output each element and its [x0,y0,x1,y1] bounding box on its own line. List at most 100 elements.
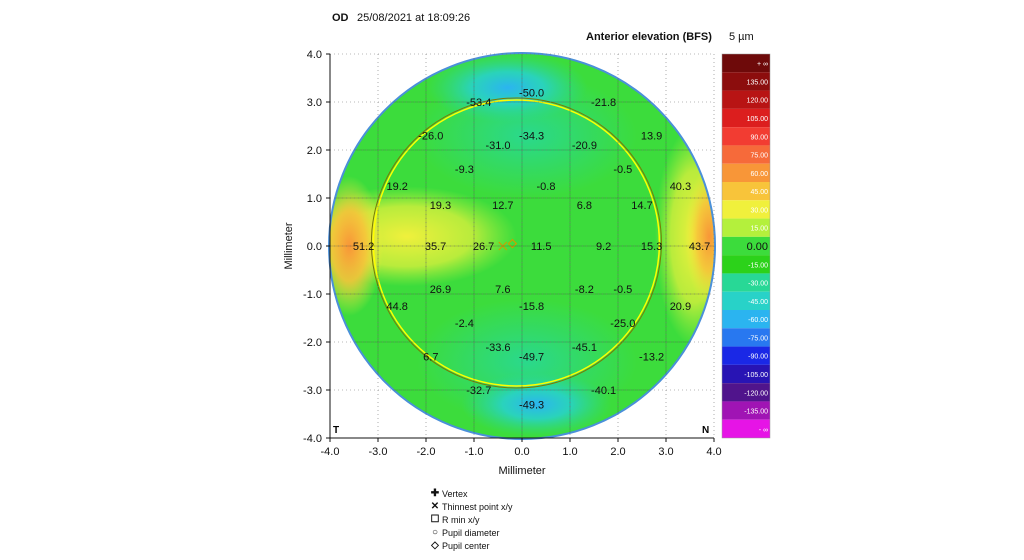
legend-item: ✚ Vertex [428,488,468,499]
elevation-value-label: 51.2 [353,241,374,253]
scale-label: 15.00 [750,226,768,233]
scale-swatch [722,328,770,347]
elevation-value-label: 6.8 [577,200,592,212]
legend-symbol-icon: ✚ [430,488,440,499]
scale-label: -45.00 [748,299,768,306]
legend-label: Pupil diameter [442,527,500,538]
legend-item: ○ Pupil diameter [428,527,500,538]
pupil-diameter-ring [372,99,661,387]
elevation-value-label: -8.2 [575,284,594,296]
elevation-value-label: -0.5 [613,164,632,176]
elevation-value-label: 9.2 [596,241,611,253]
nasal-warm-zone [685,166,715,307]
elevation-value-label: -0.5 [613,284,632,296]
scale-label: -105.00 [744,372,768,379]
axes: -4.0 -3.0 -2.0 -1.0 0.0 1.0 2.0 3.0 4.0 4.0 3.0 2.0… [283,49,722,477]
pupil-center-marker [507,238,518,249]
scale-label: 60.00 [750,171,768,178]
elevation-value-label: -49.3 [519,399,544,411]
scale-label: -60.00 [748,317,768,324]
x-tick-label: 1.0 [562,446,577,458]
scale-label: -120.00 [744,390,768,397]
x-tick-label: 0.0 [514,446,529,458]
elevation-value-label: -31.0 [485,140,510,152]
x-tick-label: -3.0 [369,446,388,458]
y-tick-label: 0.0 [307,241,322,253]
elevation-value-label: 7.6 [495,284,510,296]
scale-swatch [722,364,770,384]
scale-label: -135.00 [744,409,768,416]
color-scale: + ∞ 135.00 120.00 105.00 90.00 75.00 60.00 45.0… [721,53,771,439]
elevation-value-label: -9.3 [455,164,474,176]
legend-symbol-icon: ○ [431,527,439,538]
elevation-value-label: -0.8 [537,181,556,193]
scale-swatch [722,163,770,182]
scale-swatch [722,90,770,109]
scale-label: 45.00 [750,189,768,196]
x-tick-label: 4.0 [706,446,721,458]
elevation-value-label: -25.0 [610,318,635,330]
elevation-value-label: 44.8 [386,301,407,313]
y-tick-label: 3.0 [307,97,322,109]
elevation-value-label: 43.7 [689,241,710,253]
scale-swatch [722,145,770,164]
grid-dots [329,53,715,439]
corner-label-n: N [702,425,709,436]
y-tick-label: 4.0 [307,49,322,61]
scale-swatch [722,346,770,365]
elevation-value-label: 12.7 [492,200,513,212]
elevation-value-label: -32.7 [466,385,491,397]
x-tick-label: -2.0 [417,446,436,458]
elevation-value-label: -40.1 [591,385,616,397]
scale-frame [721,53,771,439]
scale-swatch [722,310,770,329]
x-tick-label: -4.0 [321,446,340,458]
elevation-value-label: -2.4 [455,318,474,330]
elevation-value-label: 26.9 [430,284,451,296]
scale-swatch [722,200,770,219]
scale-label: 90.00 [750,134,768,141]
scale-step: 5 µm [729,31,754,43]
scale-swatch [722,255,770,274]
scale-label: 0.00 [747,241,768,253]
elevation-value-label: 40.3 [670,181,691,193]
elevation-value-label: -34.3 [519,131,544,143]
scale-swatch [722,182,770,201]
legend-symbol-icon: ◇ [431,540,439,551]
elevation-value-label: 13.9 [641,131,662,143]
x-tick-label: -1.0 [465,446,484,458]
scale-swatch [722,108,770,128]
elevation-value-label: 35.7 [425,241,446,253]
elevation-value-label: -26.0 [418,131,443,143]
pupil-ring-outer [370,97,662,389]
y-tick-label: -2.0 [303,337,322,349]
elevation-value-label: 19.2 [386,181,407,193]
elevation-value-label: -20.9 [572,140,597,152]
value-labels: -50.0 -53.4 -21.8 -26.0 -34.3 -31.0 -20.9 13.9 -… [353,87,710,411]
scale-label: + ∞ [757,61,768,68]
scale-label: -30.00 [748,281,768,288]
legend-label: R min x/y [442,514,480,525]
y-tick-label: -1.0 [303,289,322,301]
elevation-value-label: 6.7 [423,351,438,363]
elevation-value-label: -21.8 [591,97,616,109]
x-tick-label: 3.0 [658,446,673,458]
elevation-value-label: -50.0 [519,87,544,99]
scale-label: 30.00 [750,207,768,214]
legend-symbol-icon: ✕ [430,501,440,512]
legend-item: ☐ R min x/y [428,514,480,525]
scale-swatch [722,54,770,73]
scale-swatch [722,419,770,438]
legend-symbol-icon: ☐ [430,514,440,525]
lower-cool-zone [461,372,612,437]
elevation-value-label: 11.5 [531,241,552,253]
scale-swatch [722,401,770,420]
scale-label: 135.00 [747,79,769,86]
scale-label: - ∞ [759,427,768,434]
y-tick-label: -3.0 [303,385,322,397]
eye-label: OD [332,12,349,24]
elevation-value-label: -33.6 [485,342,510,354]
scale-swatch [722,291,770,310]
elevation-value-label: -15.8 [519,301,544,313]
